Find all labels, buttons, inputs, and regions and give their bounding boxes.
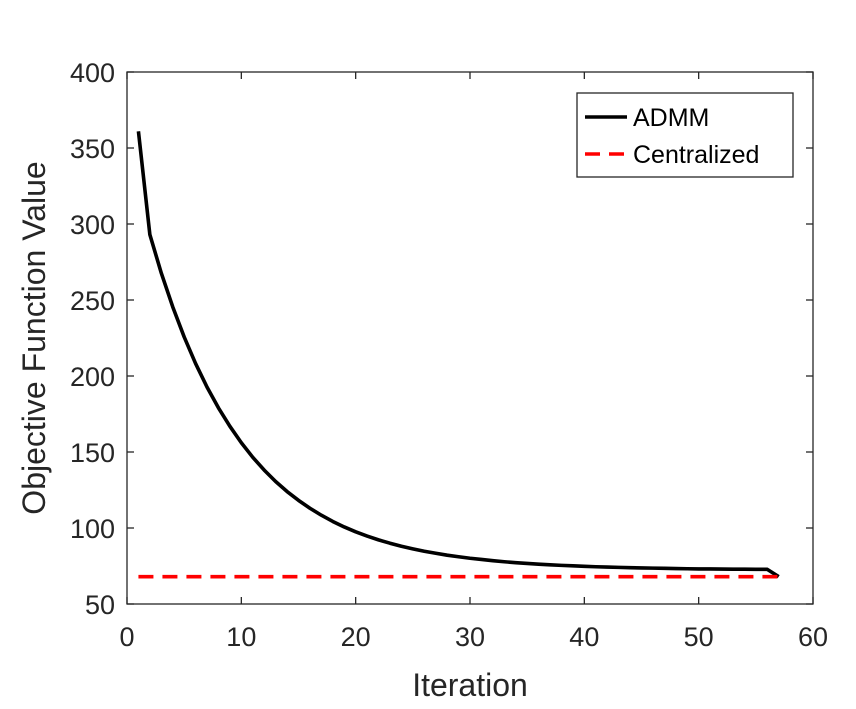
- legend-label-centralized: Centralized: [633, 141, 759, 169]
- x-tick-label: 20: [341, 622, 371, 652]
- tick-layer: 0 10 20 30 40 50 60 50 100 150 200 250 300 350 400: [70, 58, 828, 652]
- series-line-admm: [136, 131, 780, 579]
- y-tick-label: 400: [70, 58, 115, 88]
- series-layer: [136, 131, 780, 579]
- x-tick-label: 10: [226, 622, 256, 652]
- legend-label-admm: ADMM: [633, 104, 709, 132]
- y-tick-label: 300: [70, 210, 115, 240]
- y-tick-label: 50: [85, 590, 115, 620]
- x-tick-label: 60: [798, 622, 828, 652]
- x-tick-label: 30: [455, 622, 485, 652]
- y-axis-title: Objective Function Value: [16, 161, 52, 514]
- y-tick-label: 100: [70, 514, 115, 544]
- y-tick-label: 250: [70, 286, 115, 316]
- x-tick-label: 0: [119, 622, 134, 652]
- legend: ADMM Centralized: [576, 92, 794, 178]
- x-tick-label: 50: [684, 622, 714, 652]
- y-tick-label: 350: [70, 134, 115, 164]
- x-tick-label: 40: [569, 622, 599, 652]
- y-tick-label: 200: [70, 362, 115, 392]
- x-axis-title: Iteration: [412, 667, 528, 703]
- y-tick-label: 150: [70, 438, 115, 468]
- legend-box: [576, 92, 794, 178]
